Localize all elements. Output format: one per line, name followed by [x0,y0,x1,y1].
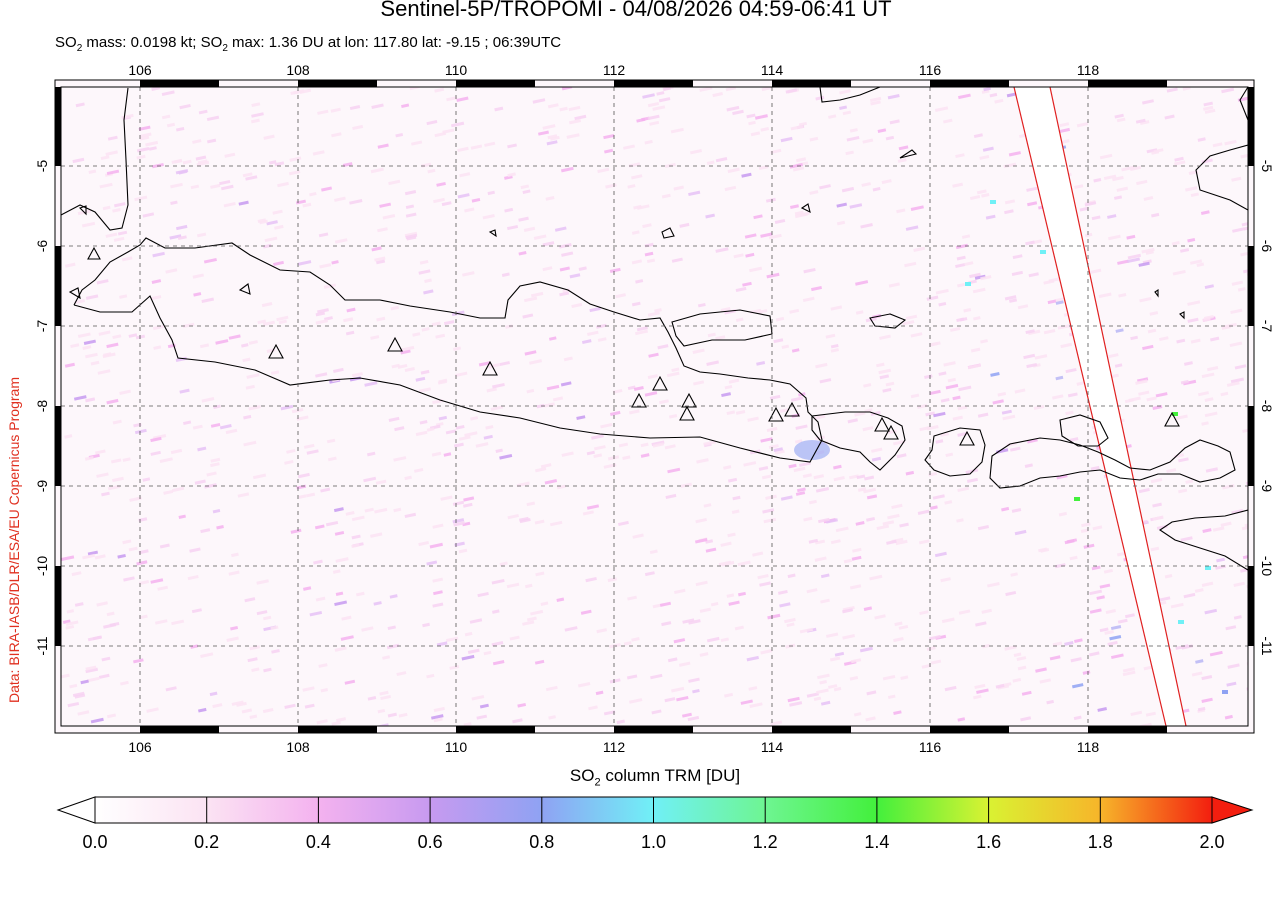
lat-tick-label-left: -7 [34,320,50,333]
volcano-markers [87,246,1180,446]
colorbar-tick-label: 1.0 [640,832,667,852]
volcano-marker [784,401,800,417]
map-title: Sentinel-5P/TROPOMI - 04/08/2026 04:59-0… [380,0,892,21]
volcano-marker [681,392,697,408]
colorbar-tick-label: 1.6 [976,832,1002,852]
lon-tick-label-top: 118 [1077,62,1100,78]
lon-tick-label-bottom: 118 [1077,739,1100,755]
frame-segment [55,566,61,646]
lon-tick-label-bottom: 112 [603,739,626,755]
frame-segment [298,80,377,87]
map-figure: 106 106 108 108 110 110 112 112 114 114 116 116 118 1… [34,62,1272,824]
volcano-marker [959,430,975,446]
frame-segment [298,726,377,733]
lon-tick-label-bottom: 110 [445,739,468,755]
volcano-marker [652,375,668,391]
volcano-marker [679,405,695,421]
volcano-marker [768,406,784,422]
lat-tick-label-left: -10 [34,556,50,576]
swath-edge-right [1049,86,1187,727]
frame-segment [1248,87,1254,166]
axis-labels: 106 106 108 108 110 110 112 112 114 114 116 116 118 1… [34,62,1272,755]
frame-ticks [55,80,1254,733]
frame-segment [1248,246,1254,326]
frame-segment [1248,406,1254,486]
lat-tick-label-right: -9 [1259,480,1272,493]
swath-edge-left [1013,86,1167,727]
frame-segment [140,80,219,87]
lat-tick-label-left: -11 [34,636,50,655]
map-subtitle: SO2 mass: 0.0198 kt; SO2 max: 1.36 DU at… [55,34,562,54]
frame-segment [1248,566,1254,646]
frame-segment [930,80,1009,87]
lat-tick-label-right: -6 [1259,240,1272,253]
frame-segment [614,80,693,87]
frame-segment [772,80,851,87]
volcano-marker [1164,411,1180,427]
frame-segment [55,246,61,326]
colorbar-tick-label: 0.0 [82,832,108,852]
volcano-marker [874,416,890,432]
colorbar-tick-label: 1.2 [752,832,778,852]
volcano-marker [883,424,899,440]
lat-tick-label-left: -6 [34,240,50,253]
lat-tick-label-left: -9 [34,480,50,493]
map-background [55,80,1254,733]
lon-tick-label-bottom: 106 [128,739,152,755]
lon-tick-label-bottom: 116 [919,739,942,755]
coastlines [61,87,1248,571]
lon-tick-label-bottom: 114 [761,739,784,755]
frame-segment [140,726,219,733]
colorbar-tick-label: 2.0 [1199,832,1225,852]
frame-segment [930,726,1009,733]
lon-tick-label-top: 106 [128,62,152,78]
volcano-marker [268,343,284,359]
graticule [61,87,1248,726]
frame-segment [772,726,851,733]
lon-tick-label-top: 110 [445,62,468,78]
frame-segment [456,726,535,733]
lon-tick-label-top: 116 [919,62,942,78]
volcano-marker [482,360,498,376]
volcano-marker [87,246,101,260]
colorbar-under-arrow [56,796,96,824]
frame-segment [55,406,61,486]
colorbar-tick-label: 0.2 [194,832,220,852]
frame-segment [456,80,535,87]
colorbar-tick-label: 0.6 [417,832,443,852]
frame-segment [1088,726,1167,733]
lat-tick-label-left: -8 [34,400,50,413]
colorbar-tick-label: 0.4 [305,832,331,852]
lat-tick-label-right: -5 [1259,160,1272,173]
frame-segment [1088,80,1167,87]
lat-tick-label-left: -5 [34,160,50,173]
lon-tick-label-top: 112 [603,62,626,78]
lat-tick-label-right: -11 [1259,636,1272,655]
colorbar-tick-label: 0.8 [529,832,555,852]
lon-tick-label-top: 114 [761,62,784,78]
frame-segment [614,726,693,733]
colorbar-tick-label: 1.8 [1087,832,1113,852]
lat-tick-label-right: -10 [1259,556,1272,576]
lon-tick-label-bottom: 108 [286,739,310,755]
lat-tick-label-right: -8 [1259,400,1272,413]
colorbar-over-arrow [1211,796,1254,824]
colorbar-title: SO2 column TRM [DU] [569,766,741,789]
colorbar-tick-label: 1.4 [864,832,890,852]
frame-segment [55,87,61,166]
lon-tick-label-top: 108 [286,62,310,78]
colorbar [56,796,1254,824]
lat-tick-label-right: -7 [1259,320,1272,333]
volcano-marker [387,336,403,352]
volcano-marker [631,392,647,408]
